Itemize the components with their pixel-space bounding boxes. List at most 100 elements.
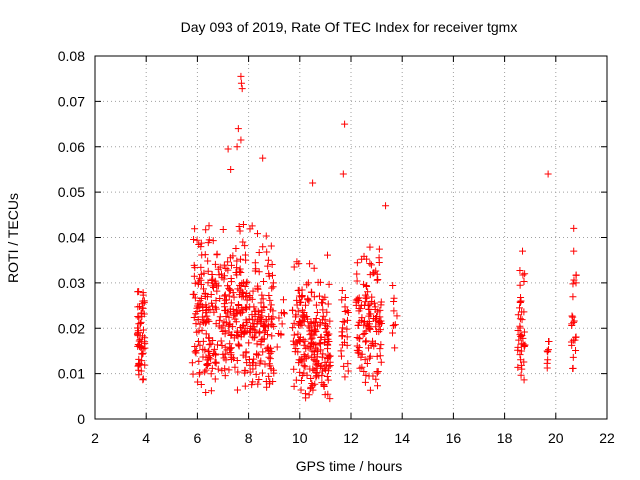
data-point bbox=[189, 370, 197, 378]
data-point bbox=[212, 320, 220, 328]
data-point bbox=[237, 269, 245, 277]
data-point bbox=[223, 346, 231, 354]
data-point bbox=[204, 239, 212, 247]
data-point bbox=[268, 260, 276, 268]
data-point bbox=[220, 261, 228, 269]
data-point bbox=[262, 377, 270, 385]
data-point bbox=[209, 237, 217, 245]
data-point bbox=[136, 319, 144, 327]
data-point bbox=[210, 345, 218, 353]
data-point bbox=[238, 85, 246, 93]
data-point bbox=[316, 340, 324, 348]
data-point bbox=[572, 346, 580, 354]
data-point bbox=[224, 258, 232, 266]
data-point bbox=[516, 351, 524, 359]
data-point bbox=[209, 283, 217, 291]
data-point bbox=[221, 330, 229, 338]
data-point bbox=[307, 335, 315, 343]
data-point bbox=[211, 375, 219, 383]
data-point bbox=[205, 334, 213, 342]
data-point bbox=[569, 353, 577, 361]
data-point bbox=[375, 328, 383, 336]
data-point bbox=[237, 72, 245, 80]
data-point bbox=[373, 369, 381, 377]
data-point bbox=[227, 299, 235, 307]
x-tick-label: 12 bbox=[343, 430, 359, 446]
data-point bbox=[207, 340, 215, 348]
data-point bbox=[208, 364, 216, 372]
data-point bbox=[338, 332, 346, 340]
data-point bbox=[369, 372, 377, 380]
data-point bbox=[208, 302, 216, 310]
data-point bbox=[301, 363, 309, 371]
data-point bbox=[205, 341, 213, 349]
data-point bbox=[238, 289, 246, 297]
data-point bbox=[135, 314, 143, 322]
data-point bbox=[213, 250, 221, 258]
data-point bbox=[294, 307, 302, 315]
data-point bbox=[246, 368, 254, 376]
data-point bbox=[292, 376, 300, 384]
data-point bbox=[202, 306, 210, 314]
data-point bbox=[266, 355, 274, 363]
data-point bbox=[343, 316, 351, 324]
data-point bbox=[294, 321, 302, 329]
data-point bbox=[213, 282, 221, 290]
data-point bbox=[138, 350, 146, 358]
data-point bbox=[289, 324, 297, 332]
data-point bbox=[354, 295, 362, 303]
data-point bbox=[373, 276, 381, 284]
data-point bbox=[363, 293, 371, 301]
data-point bbox=[280, 310, 288, 318]
x-tick-label: 6 bbox=[194, 430, 202, 446]
data-point bbox=[248, 222, 256, 230]
data-point bbox=[370, 342, 378, 350]
data-point bbox=[292, 339, 300, 347]
data-point bbox=[236, 265, 244, 273]
data-point bbox=[264, 256, 272, 264]
data-point bbox=[518, 347, 526, 355]
data-point bbox=[239, 238, 247, 246]
y-tick-label: 0.05 bbox=[58, 184, 85, 200]
data-point bbox=[251, 333, 259, 341]
data-point bbox=[376, 345, 384, 353]
data-point bbox=[308, 288, 316, 296]
data-point bbox=[353, 334, 361, 342]
data-point bbox=[305, 391, 313, 399]
data-point bbox=[320, 380, 328, 388]
data-point bbox=[254, 282, 262, 290]
data-point bbox=[289, 306, 297, 314]
data-point bbox=[323, 372, 331, 380]
data-point bbox=[196, 320, 204, 328]
data-point bbox=[360, 252, 368, 260]
data-point bbox=[215, 316, 223, 324]
data-point bbox=[220, 300, 228, 308]
data-point bbox=[358, 314, 366, 322]
x-tick-label: 2 bbox=[91, 430, 99, 446]
data-point bbox=[266, 296, 274, 304]
data-point bbox=[265, 353, 273, 361]
data-point bbox=[309, 365, 317, 373]
data-point bbox=[233, 386, 241, 394]
data-point bbox=[391, 344, 399, 352]
data-point bbox=[569, 313, 577, 321]
data-point bbox=[194, 315, 202, 323]
y-tick-label: 0.07 bbox=[58, 93, 85, 109]
data-point bbox=[374, 276, 382, 284]
x-tick-label: 14 bbox=[394, 430, 410, 446]
data-point bbox=[518, 308, 526, 316]
data-point bbox=[365, 312, 373, 320]
y-tick-label: 0.02 bbox=[58, 320, 85, 336]
data-point bbox=[191, 225, 199, 233]
data-point bbox=[366, 325, 374, 333]
data-point bbox=[233, 143, 241, 151]
data-point bbox=[224, 145, 232, 153]
data-point bbox=[298, 355, 306, 363]
data-point bbox=[362, 338, 370, 346]
data-point bbox=[239, 292, 247, 300]
data-point bbox=[519, 271, 527, 279]
data-point bbox=[275, 314, 283, 322]
data-point bbox=[519, 247, 527, 255]
data-point bbox=[277, 330, 285, 338]
